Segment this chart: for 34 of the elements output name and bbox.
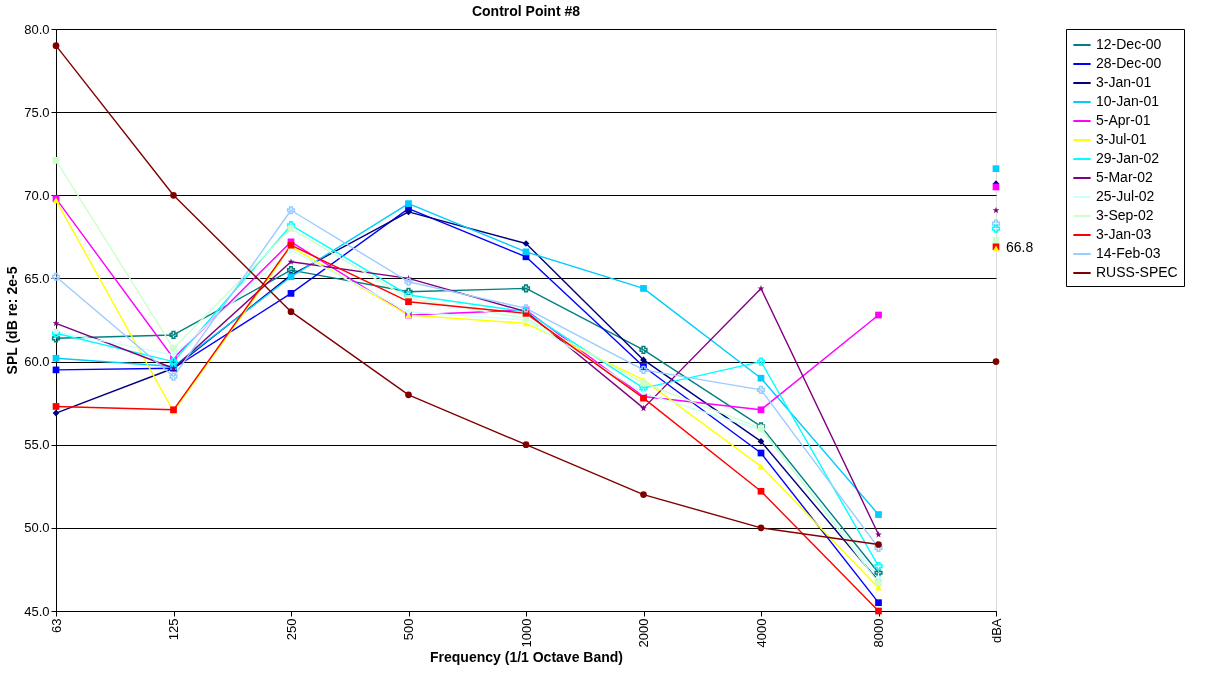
legend-label: 25-Jul-02: [1096, 188, 1155, 204]
legend-label: 3-Sep-02: [1096, 207, 1154, 223]
y-tick-label: 45.0: [24, 603, 50, 619]
y-tick-label: 65.0: [24, 270, 50, 286]
y-tick-label: 70.0: [24, 187, 50, 203]
x-tick-label: 1000: [518, 618, 534, 648]
y-tick-label: 50.0: [24, 520, 50, 536]
legend-label: 29-Jan-02: [1096, 150, 1160, 166]
x-tick-label: dBA: [988, 618, 1004, 644]
x-tick-label: 125: [166, 618, 181, 641]
x-tick-label: 4000: [753, 618, 769, 648]
x-axis-title: Frequency (1/1 Octave Band): [430, 649, 623, 666]
legend-label: RUSS-SPEC: [1096, 264, 1178, 280]
y-tick-label: 80.0: [24, 21, 50, 37]
x-tick-label: 8000: [871, 618, 886, 648]
y-axis-title: SPL (dB re: 2e-5: [4, 266, 21, 375]
legend-label: 5-Apr-01: [1096, 112, 1151, 128]
legend-label: 12-Dec-00: [1096, 36, 1162, 52]
legend-label: 5-Mar-02: [1096, 169, 1154, 185]
legend-label: 10-Jan-01: [1096, 93, 1160, 109]
y-tick-label: 75.0: [24, 104, 50, 120]
x-tick-label: 500: [401, 618, 416, 641]
x-tick-label: 63: [48, 618, 64, 633]
legend-label: 3-Jan-01: [1096, 74, 1152, 90]
legend-label: 3-Jan-03: [1096, 226, 1152, 242]
y-tick-label: 55.0: [24, 437, 50, 453]
data-label: 66.8: [1006, 239, 1034, 256]
legend-label: 3-Jul-01: [1096, 131, 1147, 147]
legend-label: 14-Feb-03: [1096, 245, 1161, 261]
legend-label: 28-Dec-00: [1096, 55, 1162, 71]
y-tick-label: 60.0: [24, 354, 50, 370]
x-tick-label: 2000: [636, 618, 651, 648]
x-tick-label: 250: [283, 618, 299, 641]
chart-title: Control Point #8: [471, 3, 581, 19]
